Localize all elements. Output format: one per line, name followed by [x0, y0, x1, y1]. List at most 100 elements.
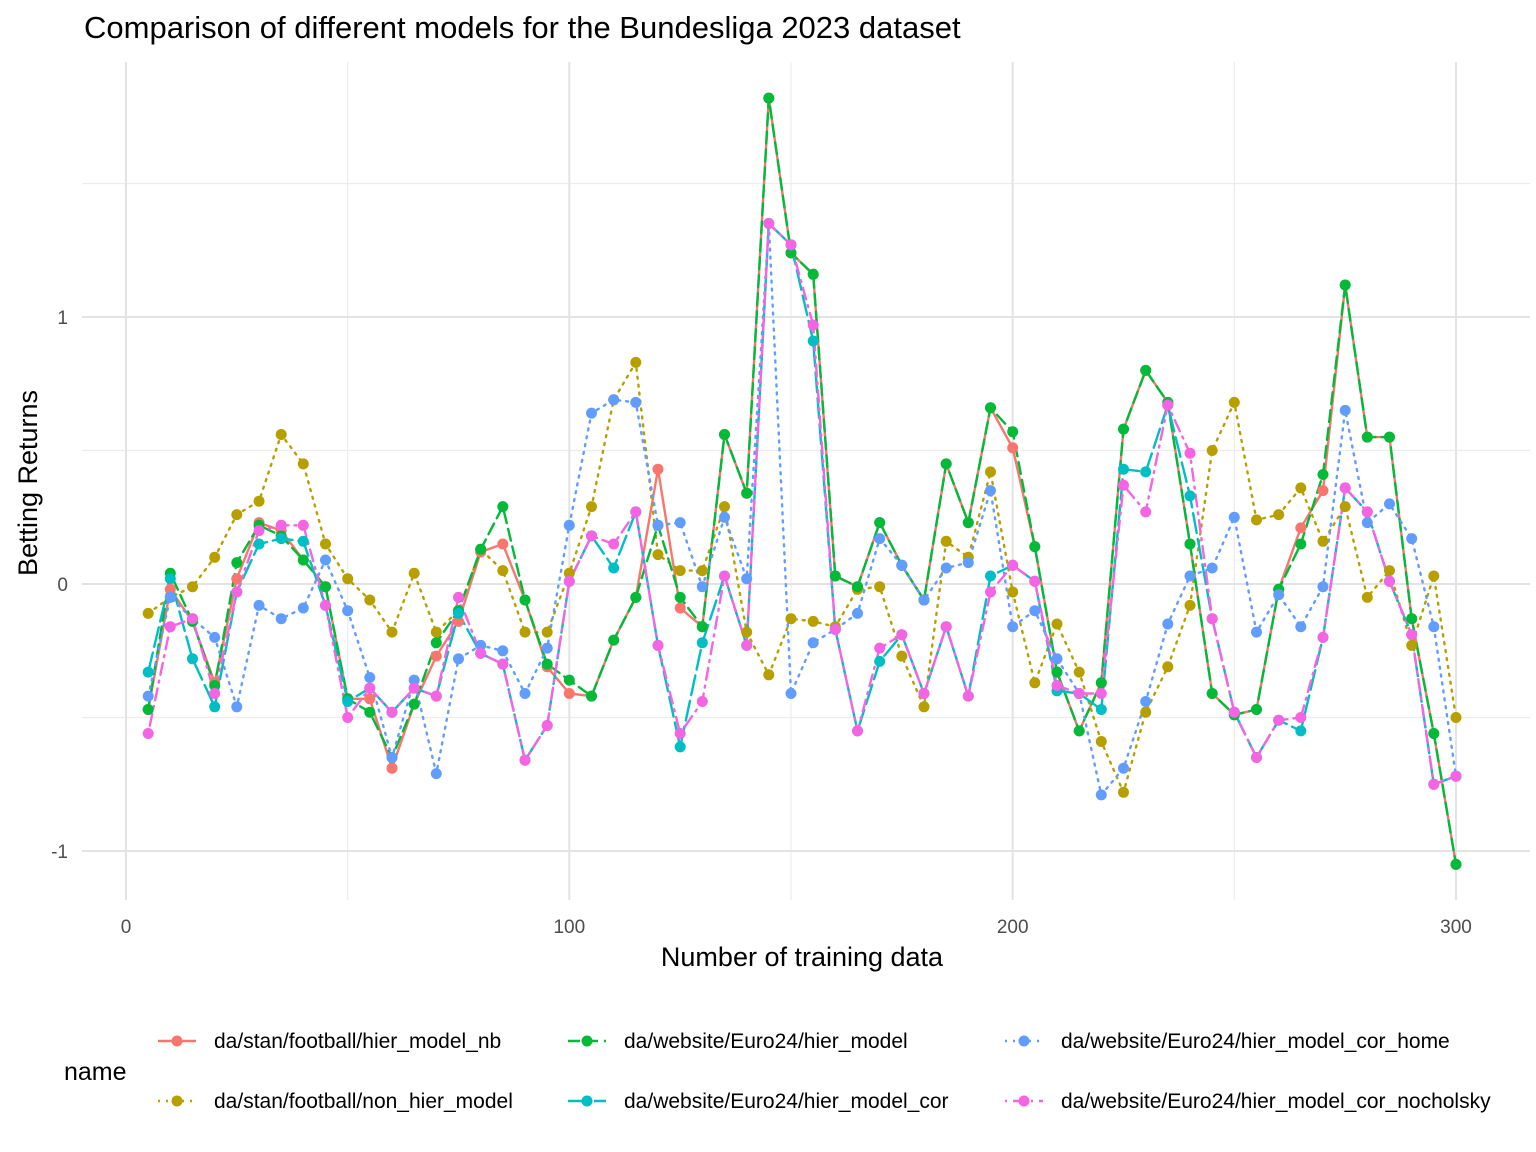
data-point	[807, 335, 819, 347]
data-point	[874, 655, 886, 667]
legend-key-point	[581, 1095, 593, 1107]
data-point	[297, 458, 309, 470]
data-point	[430, 626, 442, 638]
data-point	[1361, 506, 1373, 518]
data-point	[563, 567, 575, 579]
data-point	[1029, 541, 1041, 553]
data-point	[1384, 575, 1395, 587]
data-point	[1384, 498, 1395, 510]
data-point	[807, 615, 819, 627]
data-point	[630, 396, 642, 408]
data-point	[1339, 482, 1351, 494]
data-point	[231, 586, 243, 598]
data-point	[231, 573, 243, 585]
data-point	[1184, 538, 1196, 550]
legend-item-2: da/stan/football/non_hier_model	[158, 1090, 513, 1113]
data-point	[475, 647, 487, 659]
data-point	[1295, 538, 1307, 550]
data-point	[1273, 509, 1285, 521]
data-point	[674, 591, 686, 603]
legend-label: da/website/Euro24/hier_model_cor_home	[1061, 1030, 1450, 1053]
data-point	[1095, 704, 1107, 715]
data-point	[1051, 653, 1063, 665]
data-point	[630, 506, 642, 518]
data-point	[209, 680, 221, 691]
data-point	[386, 626, 398, 638]
data-point	[630, 591, 642, 603]
y-tick-label: 0	[57, 575, 68, 596]
data-point	[829, 623, 841, 635]
data-point	[1406, 613, 1418, 625]
data-point	[962, 690, 974, 702]
data-point	[1073, 688, 1085, 699]
data-point	[1295, 522, 1307, 534]
data-point	[1428, 728, 1440, 739]
legend-label: da/website/Euro24/hier_model	[624, 1030, 908, 1053]
data-point	[719, 570, 730, 582]
data-point	[807, 319, 819, 331]
series-line-2	[146, 361, 1458, 794]
data-point	[763, 92, 775, 104]
data-point	[142, 607, 154, 619]
data-point	[1251, 752, 1262, 763]
data-point	[696, 581, 708, 593]
data-point	[1339, 279, 1351, 291]
series-line-6	[146, 222, 1458, 786]
data-point	[918, 688, 930, 699]
data-point	[320, 599, 331, 611]
data-point	[497, 645, 509, 657]
legend-item-1: da/stan/football/hier_model_nb	[158, 1030, 501, 1053]
data-point	[1051, 618, 1063, 630]
data-point	[1339, 501, 1351, 513]
legend-label: da/stan/football/non_hier_model	[214, 1090, 513, 1113]
data-point	[541, 658, 553, 670]
data-point	[1295, 621, 1307, 633]
data-point	[940, 535, 952, 547]
data-point	[1206, 613, 1218, 625]
data-point	[852, 607, 863, 619]
data-point	[940, 621, 952, 633]
data-point	[1095, 736, 1107, 747]
data-point	[1007, 559, 1019, 571]
data-point	[563, 575, 575, 587]
data-point	[896, 650, 908, 662]
data-point	[1228, 511, 1240, 523]
data-point	[1384, 565, 1395, 577]
data-point	[1450, 858, 1462, 870]
data-point	[874, 533, 886, 545]
data-point	[1450, 712, 1462, 723]
legend-item-5: da/website/Euro24/hier_model_cor_home	[1005, 1030, 1450, 1053]
data-point	[586, 690, 597, 702]
data-point	[940, 458, 952, 470]
legend-key-point	[171, 1095, 183, 1107]
data-point	[807, 637, 819, 649]
data-point	[1007, 426, 1019, 438]
data-point	[1273, 714, 1285, 726]
data-point	[408, 567, 420, 579]
data-point	[1073, 666, 1085, 678]
data-point	[453, 653, 464, 665]
data-point	[1118, 762, 1129, 774]
data-point	[475, 543, 487, 555]
data-point	[652, 519, 664, 531]
data-point	[1184, 599, 1196, 611]
data-point	[1295, 482, 1307, 494]
data-point	[253, 538, 265, 550]
data-point	[608, 634, 620, 646]
legend-item-3: da/website/Euro24/hier_model	[568, 1030, 908, 1053]
data-point	[453, 607, 464, 619]
data-point	[1118, 786, 1129, 798]
data-point	[453, 615, 464, 627]
data-point	[209, 688, 221, 699]
data-point	[696, 565, 708, 577]
data-point	[253, 599, 265, 611]
data-point	[1095, 677, 1107, 689]
data-point	[985, 402, 996, 414]
legend-key-point	[581, 1035, 593, 1047]
data-point	[430, 690, 442, 702]
data-point	[187, 653, 198, 665]
data-point	[1317, 469, 1329, 480]
data-point	[1162, 661, 1174, 673]
data-point	[1184, 570, 1196, 582]
y-axis-label: Betting Returns	[13, 390, 43, 576]
